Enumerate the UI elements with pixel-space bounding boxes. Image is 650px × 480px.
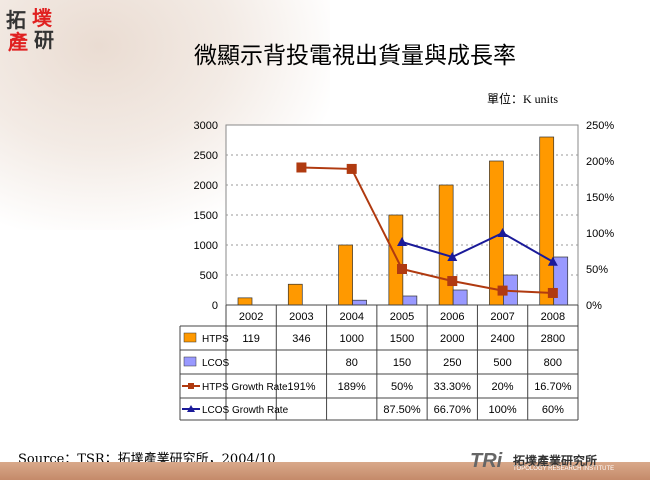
table-cell: 500 <box>493 357 511 369</box>
right-tick-label: 250% <box>586 120 614 132</box>
table-cell: 800 <box>544 357 562 369</box>
bar-lcos <box>352 299 367 306</box>
table-cell: 2800 <box>541 333 565 345</box>
logo: 拓 墣 產 研 <box>6 4 62 54</box>
category-label: 2006 <box>440 311 464 323</box>
table-cell: 119 <box>242 333 260 345</box>
table-cell: 1500 <box>390 333 414 345</box>
legend-marker <box>187 405 195 412</box>
left-tick-label: 0 <box>212 300 218 312</box>
footer-logo: TRi <box>470 450 503 472</box>
unit-label: 單位：K units <box>487 92 559 106</box>
bar-htps <box>539 136 555 306</box>
line-htps-growth <box>301 166 553 294</box>
bar-htps <box>287 283 303 306</box>
marker-lcos-growth <box>497 228 508 237</box>
table-cell: 87.50% <box>383 404 421 416</box>
table-cell: 250 <box>443 357 461 369</box>
legend-label: HTPS <box>202 334 229 345</box>
left-tick-label: 500 <box>200 270 218 282</box>
legend-key <box>183 332 197 343</box>
line-lcos-growth <box>401 231 554 263</box>
marker-htps-growth <box>547 287 558 298</box>
bar-htps <box>237 297 253 306</box>
logo-char: 研 <box>34 28 54 52</box>
table-cell: 20% <box>492 381 514 393</box>
table-cell: 191% <box>287 381 315 393</box>
table-cell: 2400 <box>490 333 514 345</box>
left-tick-label: 2500 <box>194 150 218 162</box>
footer-org-cn: 拓墣產業研究所 <box>513 454 598 468</box>
bar-htps <box>338 244 353 306</box>
table-cell: 66.70% <box>434 404 472 416</box>
right-tick-label: 100% <box>586 228 614 240</box>
right-tick-label: 150% <box>586 192 614 204</box>
legend-key <box>183 356 197 367</box>
marker-lcos-growth <box>397 237 407 246</box>
table-cell: 60% <box>542 404 564 416</box>
table-cell: 33.30% <box>434 381 472 393</box>
legend-marker <box>188 383 194 389</box>
bar-lcos <box>452 289 468 306</box>
category-label: 2005 <box>390 311 414 323</box>
legend-label: HTPS Growth Rate <box>202 382 288 393</box>
right-tick-label: 200% <box>586 156 614 168</box>
marker-lcos-growth <box>447 251 458 261</box>
category-label: 2007 <box>490 311 514 323</box>
footer-band <box>0 462 650 480</box>
logo-char: 墣 <box>32 6 52 30</box>
marker-htps-growth <box>497 285 508 296</box>
category-label: 2002 <box>239 311 263 323</box>
marker-htps-growth <box>296 162 307 173</box>
left-tick-label: 1500 <box>194 210 218 222</box>
bar-lcos <box>402 295 418 306</box>
right-tick-label: 50% <box>586 264 608 276</box>
logo-char: 拓 <box>6 8 26 32</box>
marker-htps-growth <box>346 163 357 174</box>
category-label: 2003 <box>289 311 313 323</box>
marker-htps-growth <box>397 264 407 274</box>
left-tick-label: 2000 <box>194 180 218 192</box>
table-cell: 16.70% <box>534 381 572 393</box>
table-cell: 346 <box>292 333 310 345</box>
table-cell: 100% <box>489 404 517 416</box>
table-cell: 1000 <box>339 333 363 345</box>
marker-lcos-growth <box>547 256 558 266</box>
table-cell: 189% <box>338 381 366 393</box>
table-cell: 80 <box>346 357 358 369</box>
legend-label: LCOS Growth Rate <box>202 405 289 416</box>
bar-htps <box>388 214 404 306</box>
table-cell: 50% <box>391 381 413 393</box>
category-label: 2004 <box>339 311 363 323</box>
left-tick-label: 3000 <box>194 120 218 132</box>
category-label: 2008 <box>541 311 565 323</box>
page-title: 微顯示背投電視出貨量與成長率 <box>194 43 516 69</box>
right-tick-label: 0% <box>586 300 602 312</box>
bar-htps <box>438 184 454 306</box>
footer-org-en: TOPOLOGY RESEARCH INSTITUTE <box>513 466 615 472</box>
left-tick-label: 1000 <box>194 240 218 252</box>
marker-htps-growth <box>447 276 458 287</box>
table-cell: 150 <box>393 357 411 369</box>
logo-char: 產 <box>8 30 28 54</box>
table-cell: 2000 <box>440 333 464 345</box>
legend-label: LCOS <box>202 358 230 369</box>
